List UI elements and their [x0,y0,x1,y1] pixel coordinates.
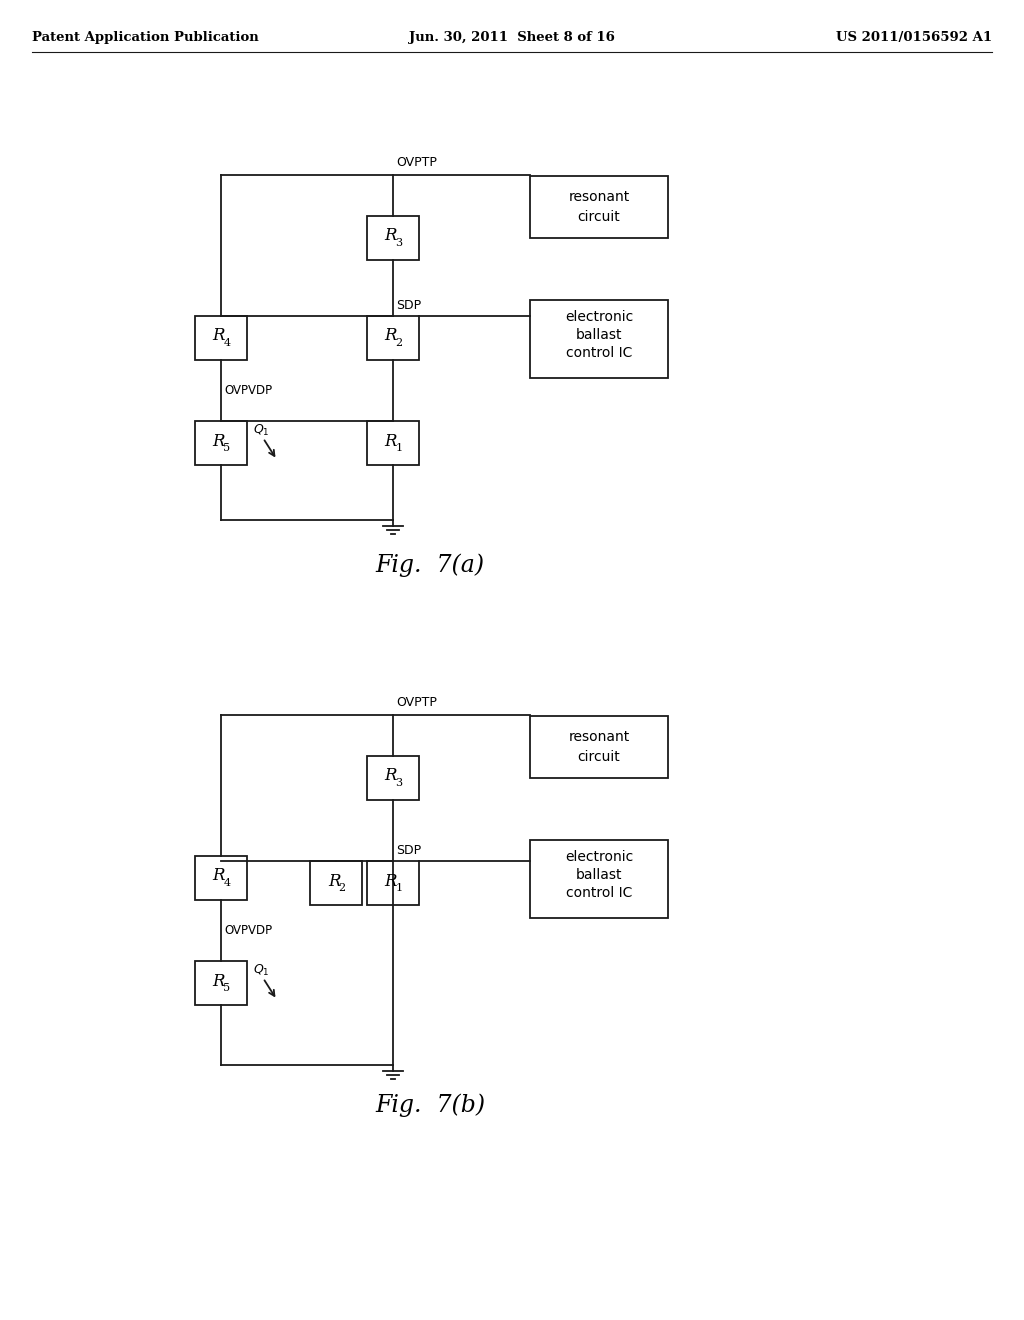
Text: R: R [385,767,397,784]
Text: Fig.  7(b): Fig. 7(b) [375,1093,485,1117]
Text: 4: 4 [223,878,230,888]
Text: ballast: ballast [575,869,623,882]
Text: 3: 3 [395,777,402,788]
Bar [367,421,419,465]
Text: Fig.  7(a): Fig. 7(a) [376,553,484,577]
Bar [367,216,419,260]
Bar [367,756,419,800]
Bar [530,176,668,238]
Bar [530,300,668,378]
Bar [530,715,668,777]
Text: 5: 5 [223,444,230,453]
Text: R: R [213,433,225,450]
Text: Jun. 30, 2011  Sheet 8 of 16: Jun. 30, 2011 Sheet 8 of 16 [409,30,615,44]
Text: SDP: SDP [396,300,421,312]
Text: OVPVDP: OVPVDP [224,384,272,397]
Text: resonant: resonant [568,190,630,205]
Text: ballast: ballast [575,327,623,342]
Text: OVPTP: OVPTP [396,156,437,169]
Text: R: R [385,327,397,345]
Text: 2: 2 [339,883,345,894]
Bar [195,855,247,900]
Text: 5: 5 [223,983,230,993]
Text: electronic: electronic [565,310,633,323]
Bar [367,861,419,906]
Text: circuit: circuit [578,210,621,224]
Text: $Q_1$: $Q_1$ [253,962,269,978]
Text: control IC: control IC [566,886,632,900]
Text: OVPVDP: OVPVDP [224,924,272,937]
Text: R: R [213,973,225,990]
Bar [530,840,668,917]
Bar [367,315,419,360]
Text: 1: 1 [395,883,402,894]
Text: 3: 3 [395,238,402,248]
Text: R: R [385,873,397,890]
Text: $Q_1$: $Q_1$ [253,422,269,437]
Text: resonant: resonant [568,730,630,744]
Text: R: R [385,227,397,244]
Bar [195,315,247,360]
Text: R: R [328,873,340,890]
Text: control IC: control IC [566,346,632,360]
Text: R: R [213,327,225,345]
Text: SDP: SDP [396,843,421,857]
Text: electronic: electronic [565,850,633,865]
Text: 2: 2 [395,338,402,348]
Bar [195,961,247,1005]
Text: R: R [213,867,225,884]
Bar [195,421,247,465]
Text: circuit: circuit [578,750,621,764]
Text: OVPTP: OVPTP [396,696,437,709]
Text: Patent Application Publication: Patent Application Publication [32,30,259,44]
Text: 4: 4 [223,338,230,348]
Text: US 2011/0156592 A1: US 2011/0156592 A1 [836,30,992,44]
Text: 1: 1 [395,444,402,453]
Text: R: R [385,433,397,450]
Bar [310,861,362,906]
